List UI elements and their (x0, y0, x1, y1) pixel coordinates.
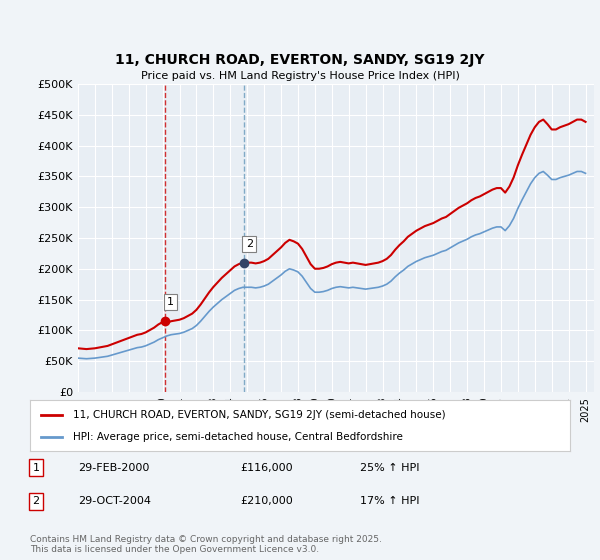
Text: 11, CHURCH ROAD, EVERTON, SANDY, SG19 2JY (semi-detached house): 11, CHURCH ROAD, EVERTON, SANDY, SG19 2J… (73, 409, 446, 419)
Text: Price paid vs. HM Land Registry's House Price Index (HPI): Price paid vs. HM Land Registry's House … (140, 71, 460, 81)
Text: £210,000: £210,000 (240, 496, 293, 506)
Text: 11, CHURCH ROAD, EVERTON, SANDY, SG19 2JY: 11, CHURCH ROAD, EVERTON, SANDY, SG19 2J… (115, 53, 485, 67)
Text: 2: 2 (32, 496, 40, 506)
Text: 1: 1 (32, 463, 40, 473)
Text: 29-OCT-2004: 29-OCT-2004 (78, 496, 151, 506)
Text: 25% ↑ HPI: 25% ↑ HPI (360, 463, 419, 473)
Text: HPI: Average price, semi-detached house, Central Bedfordshire: HPI: Average price, semi-detached house,… (73, 432, 403, 442)
Text: £116,000: £116,000 (240, 463, 293, 473)
Text: 2: 2 (246, 239, 253, 249)
Text: 29-FEB-2000: 29-FEB-2000 (78, 463, 149, 473)
Text: 1: 1 (167, 297, 174, 307)
Text: 17% ↑ HPI: 17% ↑ HPI (360, 496, 419, 506)
Text: Contains HM Land Registry data © Crown copyright and database right 2025.
This d: Contains HM Land Registry data © Crown c… (30, 535, 382, 554)
